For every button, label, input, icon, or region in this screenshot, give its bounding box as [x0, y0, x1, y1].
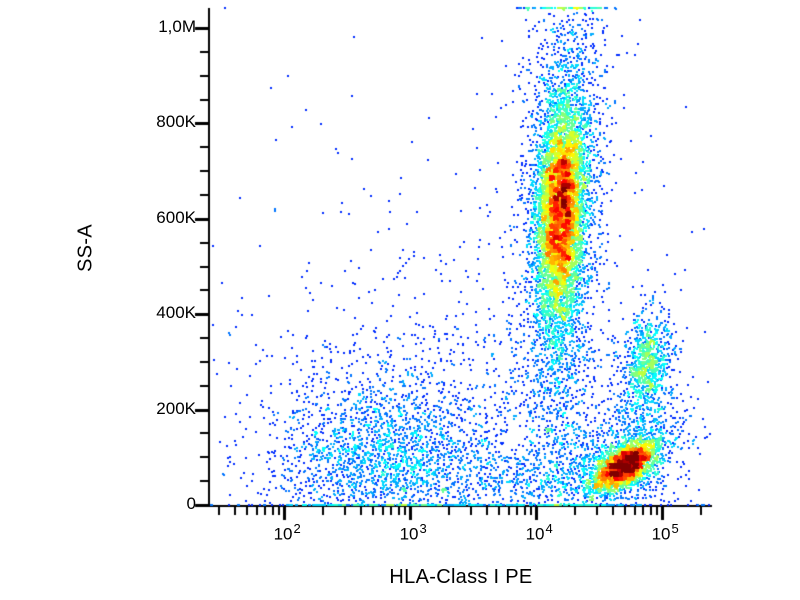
x-tick-label: 104: [525, 521, 553, 544]
y-tick-label: 0: [186, 494, 196, 513]
y-tick-label: 1,0M: [158, 17, 196, 37]
x-tick-label: 102: [273, 521, 301, 544]
y-tick-label: 600K: [156, 207, 196, 227]
y-axis-title: SS-A: [74, 224, 97, 272]
x-tick-label: 103: [399, 521, 427, 544]
x-tick-label: 105: [651, 521, 679, 544]
y-tick-label: 800K: [156, 112, 196, 132]
x-axis-title: HLA-Class I PE: [389, 566, 533, 588]
y-tick-label: 200K: [156, 398, 196, 418]
y-tick-label: 400K: [156, 303, 196, 323]
